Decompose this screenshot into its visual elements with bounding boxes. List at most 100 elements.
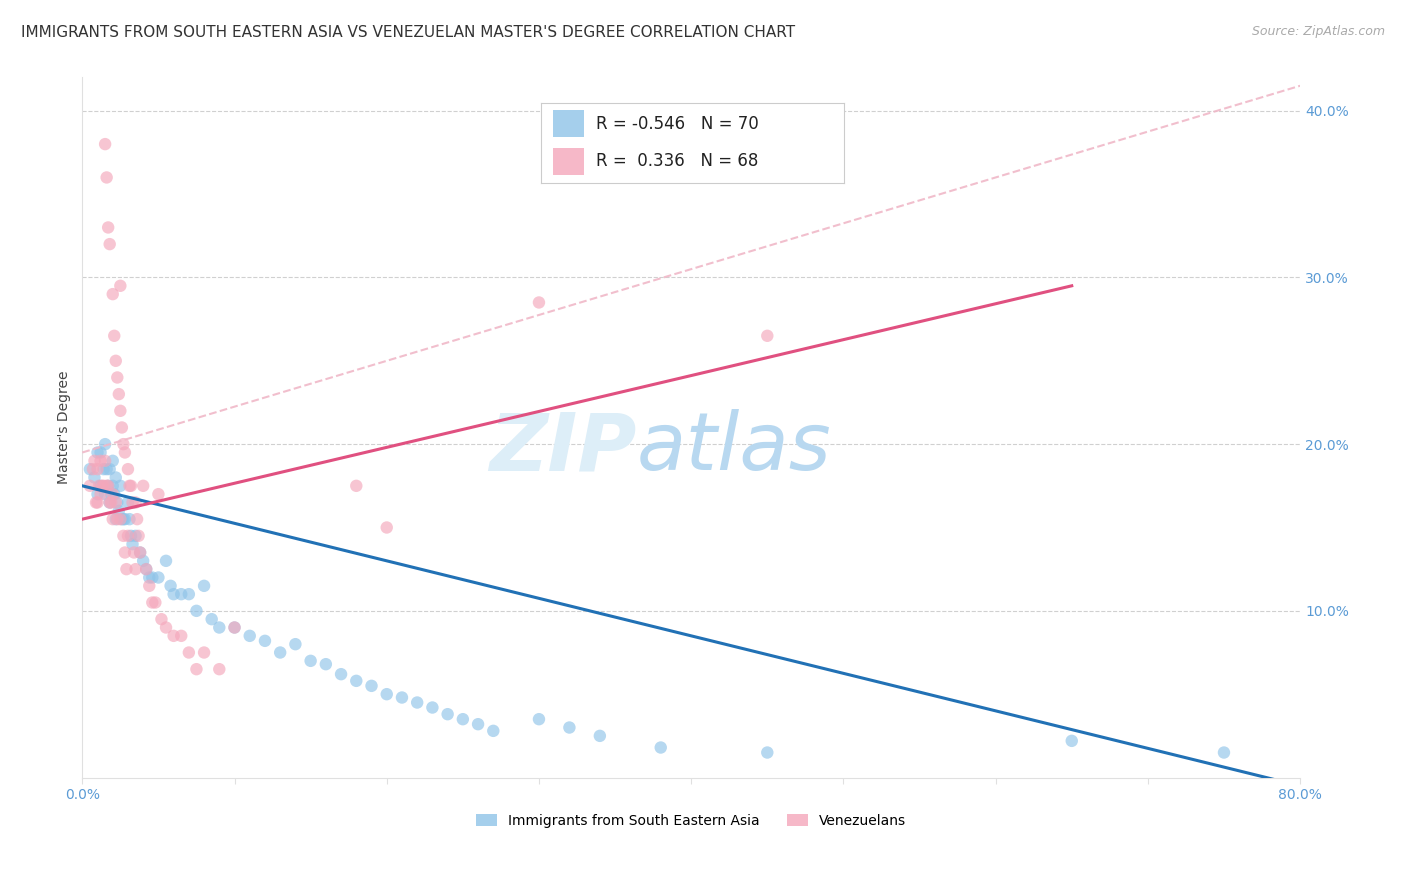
Point	[391, 690, 413, 705]
Point	[162, 587, 184, 601]
Point	[756, 746, 779, 760]
Point	[208, 620, 231, 634]
Point	[120, 479, 142, 493]
Point	[143, 595, 166, 609]
Point	[98, 495, 121, 509]
Point	[101, 512, 124, 526]
Point	[91, 479, 114, 493]
Point	[253, 633, 276, 648]
Point	[115, 562, 138, 576]
Point	[150, 612, 173, 626]
Point	[105, 512, 128, 526]
Point	[124, 495, 146, 509]
Point	[128, 529, 150, 543]
Point	[120, 529, 142, 543]
Point	[186, 662, 208, 676]
Point	[97, 479, 120, 493]
Point	[94, 437, 117, 451]
Point	[104, 512, 127, 526]
Point	[148, 570, 170, 584]
Point	[108, 504, 131, 518]
Point	[482, 723, 505, 738]
Point	[467, 717, 489, 731]
Point	[375, 687, 398, 701]
Point	[124, 562, 146, 576]
Point	[97, 479, 120, 493]
Point	[111, 420, 134, 434]
Point	[284, 637, 307, 651]
Point	[110, 512, 132, 526]
Point	[148, 487, 170, 501]
Point	[1213, 746, 1236, 760]
Point	[110, 404, 132, 418]
Point	[105, 495, 128, 509]
Point	[299, 654, 322, 668]
Point	[93, 479, 115, 493]
Point	[114, 545, 136, 559]
Text: IMMIGRANTS FROM SOUTH EASTERN ASIA VS VENEZUELAN MASTER'S DEGREE CORRELATION CHA: IMMIGRANTS FROM SOUTH EASTERN ASIA VS VE…	[21, 25, 796, 40]
Point	[436, 707, 458, 722]
Point	[422, 700, 444, 714]
Point	[141, 570, 163, 584]
Point	[170, 587, 193, 601]
Point	[224, 620, 246, 634]
Point	[86, 445, 108, 459]
Point	[375, 520, 398, 534]
Point	[117, 462, 139, 476]
Point	[118, 512, 141, 526]
Point	[201, 612, 224, 626]
Point	[98, 495, 121, 509]
Point	[112, 512, 135, 526]
Point	[112, 437, 135, 451]
Point	[208, 662, 231, 676]
Point	[186, 604, 208, 618]
Text: R =  0.336   N = 68: R = 0.336 N = 68	[596, 153, 758, 170]
Point	[79, 462, 101, 476]
Point	[135, 562, 157, 576]
Point	[103, 487, 125, 501]
Point	[756, 328, 779, 343]
Point	[132, 554, 155, 568]
Point	[224, 620, 246, 634]
Point	[86, 462, 108, 476]
Point	[96, 479, 118, 493]
Point	[155, 620, 177, 634]
Point	[101, 479, 124, 493]
Bar	[554, 110, 583, 137]
Point	[100, 487, 122, 501]
Point	[90, 454, 112, 468]
Text: Source: ZipAtlas.com: Source: ZipAtlas.com	[1251, 25, 1385, 38]
Point	[84, 495, 107, 509]
Point	[103, 328, 125, 343]
Point	[93, 462, 115, 476]
Point	[344, 479, 367, 493]
Point	[86, 495, 108, 509]
Point	[124, 529, 146, 543]
Point	[104, 495, 127, 509]
Point	[127, 512, 149, 526]
Point	[193, 579, 215, 593]
Point	[193, 646, 215, 660]
Y-axis label: Master's Degree: Master's Degree	[58, 371, 72, 484]
Point	[90, 445, 112, 459]
Point	[527, 295, 550, 310]
Point	[141, 595, 163, 609]
Point	[170, 629, 193, 643]
Point	[110, 278, 132, 293]
Point	[104, 353, 127, 368]
Point	[121, 495, 143, 509]
Point	[112, 529, 135, 543]
Point	[344, 673, 367, 688]
Point	[94, 454, 117, 468]
Point	[90, 479, 112, 493]
Point	[114, 445, 136, 459]
Point	[96, 170, 118, 185]
Point	[558, 721, 581, 735]
Point	[108, 387, 131, 401]
Point	[589, 729, 612, 743]
Point	[162, 629, 184, 643]
Point	[1060, 734, 1083, 748]
Point	[177, 646, 200, 660]
Text: ZIP: ZIP	[489, 409, 637, 488]
Point	[94, 137, 117, 152]
